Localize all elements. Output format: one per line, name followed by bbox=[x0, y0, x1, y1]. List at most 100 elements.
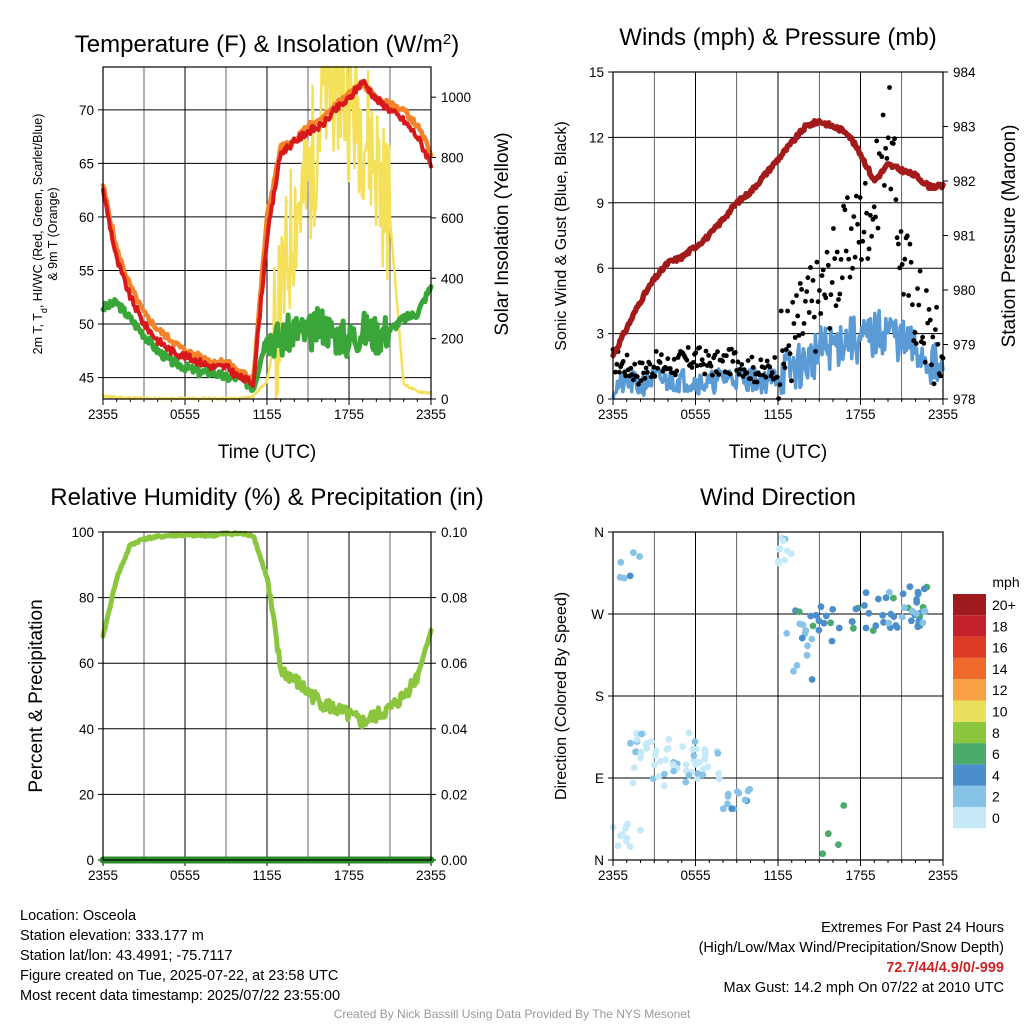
direction-point bbox=[691, 738, 699, 745]
temperature-2m-line bbox=[101, 78, 433, 389]
gust-point bbox=[811, 314, 817, 320]
direction-point bbox=[890, 594, 897, 602]
direction-point bbox=[702, 748, 709, 756]
y-axis-label: Sonic Wind & Gust (Blue, Black) bbox=[553, 121, 570, 350]
direction-point bbox=[647, 738, 655, 745]
y-tick-label: 70 bbox=[79, 103, 94, 118]
gust-point bbox=[883, 145, 889, 151]
y-tick-label: 12 bbox=[589, 130, 604, 145]
direction-point bbox=[793, 662, 801, 669]
gust-point bbox=[710, 372, 715, 378]
chart-title: Wind Direction bbox=[700, 484, 856, 511]
gust-point bbox=[706, 353, 711, 358]
y-tick-label: 40 bbox=[79, 722, 94, 737]
gust-point bbox=[651, 364, 657, 370]
direction-point bbox=[734, 788, 741, 795]
gust-point bbox=[924, 288, 929, 293]
gust-point bbox=[904, 233, 910, 239]
y-tick-label: E bbox=[595, 771, 604, 786]
gust-point bbox=[617, 369, 622, 375]
direction-point bbox=[685, 729, 693, 737]
direction-point bbox=[795, 608, 803, 616]
direction-point bbox=[913, 596, 920, 603]
gust-point bbox=[814, 259, 820, 265]
direction-point bbox=[899, 590, 907, 598]
x-tick-label: 1755 bbox=[334, 868, 364, 883]
gust-point bbox=[893, 197, 899, 203]
y-tick-label: 6 bbox=[596, 261, 604, 276]
gust-point bbox=[701, 361, 706, 367]
gust-point bbox=[624, 352, 630, 358]
extremes-info: Extremes For Past 24 Hours (High/Low/Max… bbox=[699, 918, 1004, 998]
y2-tick-label: 982 bbox=[953, 174, 976, 189]
station-info: Location: Osceola Station elevation: 333… bbox=[20, 906, 340, 1006]
direction-point bbox=[862, 624, 870, 632]
direction-point bbox=[655, 773, 662, 780]
y2-tick-label: 980 bbox=[953, 283, 976, 298]
x-tick-label: 0555 bbox=[170, 407, 200, 422]
y2-axis-label: Station Pressure (Maroon) bbox=[999, 125, 1020, 348]
gust-point bbox=[724, 353, 729, 359]
legend-label: 14 bbox=[992, 661, 1008, 677]
gust-point bbox=[729, 346, 734, 352]
gust-point bbox=[926, 307, 932, 312]
direction-point bbox=[790, 667, 797, 675]
gust-point bbox=[910, 302, 915, 308]
legend-label: 20+ bbox=[992, 597, 1016, 613]
y2-tick-label: 200 bbox=[441, 332, 464, 347]
direction-point bbox=[637, 826, 644, 834]
direction-point bbox=[660, 782, 668, 790]
direction-point bbox=[802, 627, 810, 635]
direction-point bbox=[807, 612, 814, 620]
gust-point bbox=[845, 195, 850, 201]
gust-point bbox=[921, 340, 927, 346]
gust-point bbox=[813, 349, 818, 354]
direction-point bbox=[914, 588, 922, 596]
direction-point bbox=[699, 771, 707, 779]
gust-point bbox=[922, 359, 928, 365]
direction-point bbox=[921, 607, 929, 615]
gust-point bbox=[783, 347, 789, 352]
x-axis-label: Time (UTC) bbox=[729, 442, 828, 463]
gust-point bbox=[848, 226, 854, 232]
gust-point bbox=[720, 358, 725, 364]
legend-label: 0 bbox=[992, 810, 1000, 826]
legend-swatch bbox=[953, 785, 986, 807]
gust-point bbox=[831, 226, 836, 231]
y-tick-label: 100 bbox=[71, 525, 94, 540]
legend-swatch bbox=[953, 807, 986, 829]
gust-point bbox=[854, 193, 859, 199]
gust-point bbox=[871, 204, 877, 210]
direction-point bbox=[629, 779, 637, 787]
gust-point bbox=[888, 186, 894, 192]
gust-point bbox=[890, 141, 896, 146]
gust-point bbox=[810, 278, 816, 283]
gust-point bbox=[684, 357, 690, 363]
gust-point bbox=[916, 302, 922, 308]
max-gust: Max Gust: 14.2 mph On 07/22 at 2010 UTC bbox=[723, 980, 1004, 996]
direction-point bbox=[920, 585, 928, 593]
direction-point bbox=[656, 758, 664, 765]
gust-point bbox=[732, 350, 738, 355]
gust-point bbox=[933, 327, 938, 332]
gust-point bbox=[782, 365, 788, 371]
gust-point bbox=[796, 333, 802, 338]
x-tick-label: 1755 bbox=[334, 407, 364, 422]
gust-point bbox=[874, 138, 880, 144]
gust-point bbox=[908, 259, 914, 265]
chart-title: Relative Humidity (%) & Precipitation (i… bbox=[50, 484, 483, 511]
gust-point bbox=[659, 352, 664, 358]
station-elevation: Station elevation: 333.177 m bbox=[20, 928, 204, 944]
direction-point bbox=[898, 613, 906, 621]
chart-title: Winds (mph) & Pressure (mb) bbox=[619, 24, 936, 51]
direction-point bbox=[835, 624, 843, 632]
gust-point bbox=[763, 374, 769, 380]
extremes-subtitle: (High/Low/Max Wind/Precipitation/Snow De… bbox=[698, 940, 1004, 956]
direction-point bbox=[804, 642, 811, 650]
x-tick-label: 2355 bbox=[928, 407, 958, 422]
direction-point bbox=[840, 802, 848, 809]
y2-tick-label: 0.00 bbox=[441, 853, 467, 868]
direction-point bbox=[695, 758, 703, 766]
direction-point bbox=[852, 605, 860, 613]
direction-point bbox=[746, 785, 754, 793]
